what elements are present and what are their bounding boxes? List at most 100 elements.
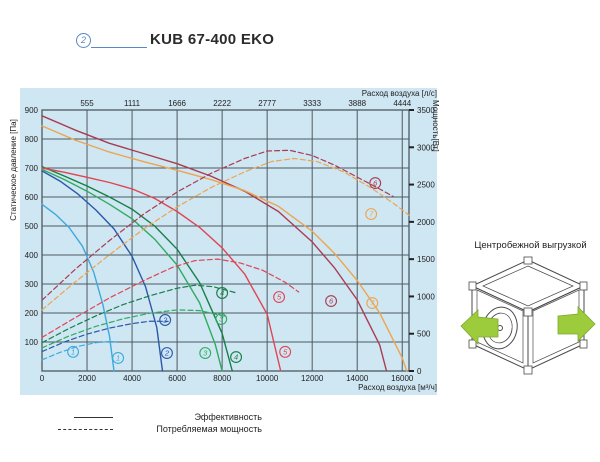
svg-text:2000: 2000 (417, 218, 435, 227)
svg-text:200: 200 (25, 309, 39, 318)
svg-text:16000: 16000 (391, 374, 414, 383)
curve-number: 2 (162, 316, 168, 325)
svg-text:2500: 2500 (417, 181, 435, 190)
svg-text:1666: 1666 (168, 99, 186, 108)
curve-number: 1 (71, 347, 75, 356)
svg-text:400: 400 (25, 251, 39, 260)
legend-row-power: Потребляемая мощность (58, 423, 262, 435)
curve-number: 2 (164, 349, 170, 358)
svg-text:Статическое давление [Па]: Статическое давление [Па] (9, 119, 18, 221)
curve-number-badge (325, 295, 338, 308)
curve-7-power (41, 157, 410, 311)
curve-1-pressure (41, 203, 115, 372)
curve-number: 1 (116, 354, 120, 363)
fan-unit-caption: Центробежной выгрузкой (474, 240, 587, 251)
svg-text:1500: 1500 (417, 255, 435, 264)
curve-number: 7 (370, 299, 375, 308)
svg-text:300: 300 (25, 280, 39, 289)
svg-text:0: 0 (40, 374, 45, 383)
curve-number-badge (215, 313, 228, 325)
curve-number-badge (273, 291, 286, 303)
svg-text:3888: 3888 (348, 99, 366, 108)
page-title: KUB 67-400 EKO (150, 31, 275, 48)
curve-number-badge (112, 352, 125, 364)
svg-text:500: 500 (417, 330, 431, 339)
airflow-arrows (460, 306, 596, 346)
svg-text:555: 555 (80, 99, 94, 108)
legend-label: Эффективность (194, 412, 262, 422)
curve-number: 4 (220, 289, 224, 298)
corner-blocks (468, 256, 588, 375)
chart-legend: Эффективность Потребляемая мощность (58, 411, 262, 435)
solid-line-sample (58, 416, 113, 418)
curve-2-pressure (41, 170, 164, 372)
curve-2-power (41, 320, 169, 353)
curve-5-power (41, 258, 300, 338)
svg-text:10000: 10000 (256, 374, 279, 383)
curve-number-badge (199, 347, 212, 359)
curve-number-badge (279, 345, 292, 358)
chart-panel (20, 88, 437, 395)
svg-text:700: 700 (25, 164, 39, 173)
curve-number: 5 (283, 347, 288, 356)
svg-text:3333: 3333 (303, 99, 321, 108)
curve-number: 5 (277, 293, 282, 302)
curve-number: 4 (234, 353, 238, 362)
curve-number-badge (159, 314, 172, 326)
curve-number-badge (365, 208, 378, 220)
svg-text:8000: 8000 (213, 374, 231, 383)
svg-text:500: 500 (25, 222, 39, 231)
curve-number-badge (161, 347, 173, 359)
curve-number-badge (366, 297, 379, 310)
svg-text:12000: 12000 (301, 374, 324, 383)
curve-number: 6 (329, 297, 334, 306)
svg-text:1111: 1111 (124, 99, 141, 108)
curve-number-badge (67, 345, 80, 358)
svg-text:1000: 1000 (417, 292, 435, 301)
curve-number: 3 (219, 315, 224, 324)
curve-4-power (41, 284, 237, 344)
legend-row-efficiency: Эффективность (58, 411, 262, 423)
svg-text:600: 600 (25, 193, 39, 202)
callout: 2 (76, 33, 147, 48)
callout-number-badge: 2 (76, 33, 91, 48)
axis-titles: Расход воздуха [л/с] Расход воздуха [м³/ч… (9, 89, 440, 392)
legend-label: Потребляемая мощность (156, 424, 262, 434)
curve-5-pressure (41, 167, 282, 372)
airflow-arrow-right-icon (557, 306, 596, 342)
svg-text:Расход воздуха [м³/ч]: Расход воздуха [м³/ч] (358, 383, 437, 392)
axis-tick-labels: 0 2000 4000 6000 8000 10000 12000 14000 16000555… (25, 99, 436, 383)
curve-6-power (41, 149, 394, 301)
curve-number-badge (216, 287, 229, 299)
svg-text:Мощность[Вт]: Мощность[Вт] (431, 100, 440, 152)
curve-number: 6 (373, 179, 378, 188)
svg-text:100: 100 (25, 338, 39, 347)
curve-number-badges: 1 1 2 2 3 3 4 4 5 5 6 6 7 7 (67, 177, 382, 364)
svg-text:6000: 6000 (168, 374, 186, 383)
svg-text:900: 900 (25, 106, 39, 115)
svg-text:3500: 3500 (417, 106, 435, 115)
curve-number: 3 (203, 349, 208, 358)
svg-text:3000: 3000 (417, 143, 435, 152)
airflow-arrow-left-icon (460, 309, 499, 346)
cube-wireframe (470, 259, 586, 371)
svg-text:800: 800 (25, 135, 39, 144)
svg-text:4444: 4444 (393, 99, 411, 108)
svg-text:2222: 2222 (213, 99, 231, 108)
svg-text:2777: 2777 (258, 99, 276, 108)
callout-leader-line (91, 45, 147, 48)
curve-1-power (41, 340, 120, 361)
curve-number: 7 (369, 210, 374, 219)
svg-text:14000: 14000 (346, 374, 369, 383)
curve-number-badge (230, 351, 243, 364)
svg-text:4000: 4000 (123, 374, 141, 383)
curve-number-badge (369, 177, 382, 190)
svg-text:Расход воздуха [л/с]: Расход воздуха [л/с] (362, 89, 437, 98)
svg-text:0: 0 (417, 367, 422, 376)
dashed-line-sample (58, 428, 113, 430)
fan-unit-image (460, 256, 596, 375)
curve-3-power (41, 309, 228, 349)
curve-4-pressure (41, 165, 233, 372)
svg-text:2000: 2000 (78, 374, 96, 383)
